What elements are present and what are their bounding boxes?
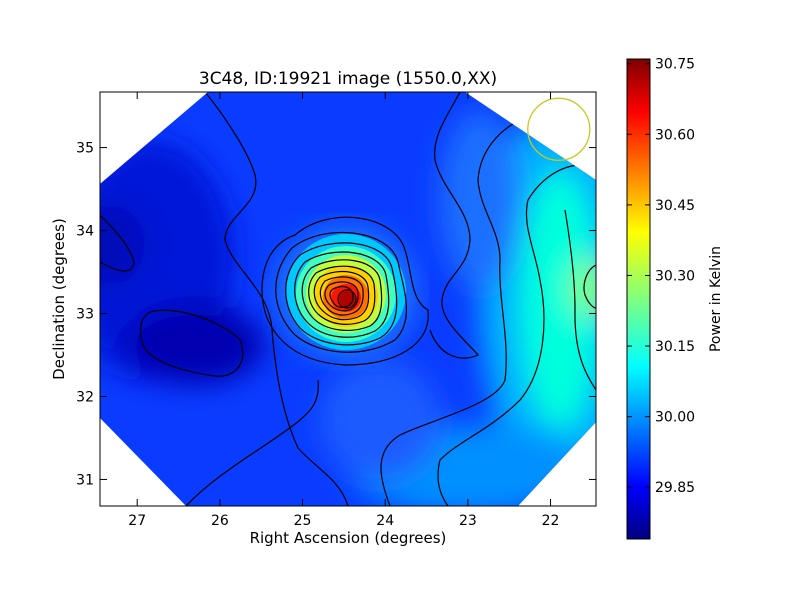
x-tick-label: 24 (376, 513, 394, 529)
colorbar-tick-label: 30.30 (655, 268, 695, 284)
beam-marker (527, 97, 591, 161)
colorbar-tick-label: 30.45 (655, 198, 695, 214)
y-tick-label: 33 (76, 307, 94, 323)
x-tick-label: 23 (459, 513, 477, 529)
x-tick-label: 25 (294, 513, 312, 529)
x-axis: 27 26 25 24 23 22 (128, 92, 559, 529)
colorbar-ticks: 29.85 30.00 30.15 30.30 30.45 30.60 30.75 (627, 57, 695, 496)
colorbar-tick-label: 29.85 (655, 480, 695, 496)
colorbar-tick-label: 30.60 (655, 127, 695, 143)
y-tick-label: 35 (76, 141, 94, 157)
plot-frame (99, 91, 597, 507)
colorbar-gradient (626, 58, 651, 540)
x-tick-label: 27 (128, 513, 146, 529)
x-tick-label: 26 (211, 513, 229, 529)
colorbar: 29.85 30.00 30.15 30.30 30.45 30.60 30.75 Powe… (626, 57, 724, 540)
chart-title: 3C48, ID:19921 image (1550.0,XX) (199, 69, 497, 89)
y-axis-label: Declination (degrees) (50, 218, 68, 380)
colorbar-label: Power in Kelvin (708, 246, 724, 352)
colorbar-tick-label: 30.15 (655, 339, 695, 355)
y-tick-label: 31 (76, 472, 94, 488)
y-tick-label: 32 (76, 389, 94, 405)
intensity-map (100, 92, 596, 506)
x-axis-label: Right Ascension (degrees) (250, 529, 447, 547)
x-tick-label: 22 (542, 513, 560, 529)
y-tick-label: 34 (76, 224, 94, 240)
contour-lines (100, 92, 596, 506)
plot-area (99, 91, 597, 507)
colorbar-tick-label: 30.00 (655, 410, 695, 426)
colorbar-tick-label: 30.75 (655, 57, 695, 73)
y-axis: 31 32 33 34 35 (76, 141, 596, 488)
